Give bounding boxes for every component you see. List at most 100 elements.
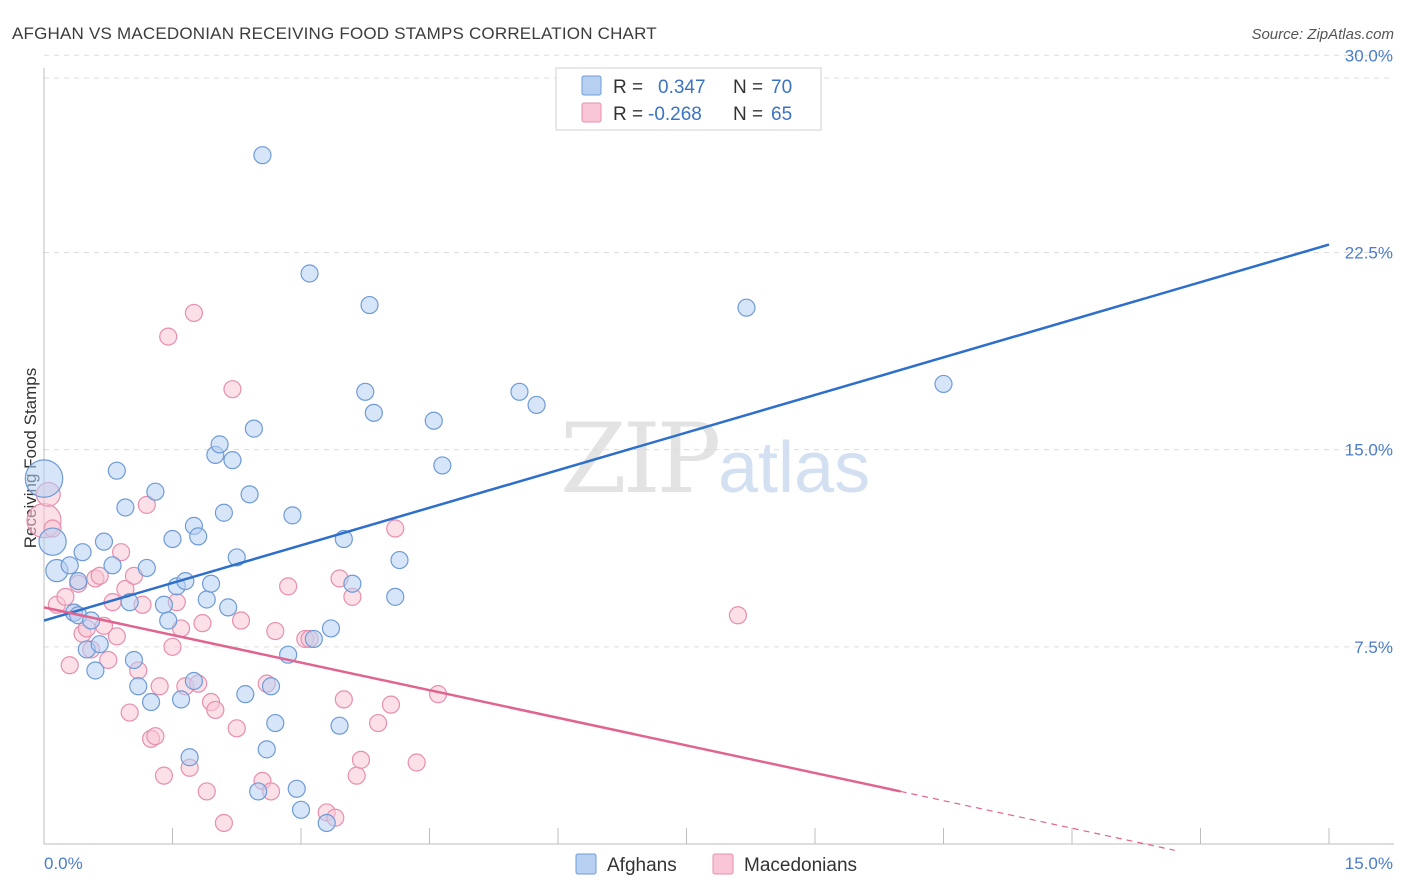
data-point [107, 627, 126, 646]
data-point [737, 298, 756, 317]
data-point [184, 303, 204, 323]
data-point [137, 495, 156, 514]
data-point [146, 482, 165, 501]
data-point [321, 619, 341, 638]
data-point [163, 529, 182, 549]
data-point [60, 556, 79, 575]
data-point [253, 146, 272, 165]
data-point [146, 727, 165, 746]
y-tick-label: 22.5% [1345, 243, 1393, 262]
data-point [184, 671, 204, 691]
data-point [347, 766, 366, 785]
data-point [141, 692, 161, 712]
data-point [386, 519, 405, 538]
data-point [287, 779, 306, 798]
legend-r-label: R = [613, 77, 643, 98]
data-point [150, 677, 169, 696]
data-point [249, 782, 268, 801]
data-point [90, 635, 109, 654]
data-point [214, 503, 233, 522]
data-point [934, 374, 953, 394]
data-point [201, 574, 221, 593]
data-point [137, 558, 156, 578]
trend-line-afghans [43, 243, 1330, 622]
data-point [159, 611, 178, 630]
legend-swatch-afghans [581, 75, 602, 96]
data-point [24, 459, 64, 498]
data-point [334, 690, 353, 709]
data-point [73, 543, 92, 562]
data-point [381, 695, 401, 714]
data-point [279, 577, 298, 596]
data-point [189, 527, 208, 546]
data-point [90, 566, 109, 585]
data-point [407, 753, 426, 772]
bottom-legend-swatch-macedonians [712, 853, 734, 875]
data-point [223, 380, 242, 399]
data-point [210, 435, 229, 454]
legend-r-value-afghans: 0.347 [658, 77, 706, 98]
data-point [231, 611, 251, 630]
afghans-points [24, 146, 953, 833]
data-point [227, 719, 246, 738]
legend-swatch-macedonians [581, 102, 602, 123]
data-point [107, 461, 126, 480]
data-point [103, 556, 122, 575]
data-point [124, 650, 144, 670]
data-point [291, 800, 311, 819]
data-point [197, 782, 216, 801]
y-axis-label: Receiving Food Stamps [21, 368, 40, 548]
data-point [99, 650, 118, 670]
data-point [300, 264, 319, 283]
bottom-legend-label-macedonians: Macedonians [744, 855, 857, 876]
data-point [304, 629, 323, 649]
data-point [317, 813, 336, 833]
data-point [360, 295, 379, 315]
data-point [728, 606, 748, 625]
y-tick-label: 7.5% [1354, 638, 1393, 657]
data-point [219, 598, 238, 617]
data-point [364, 403, 383, 422]
data-point [116, 498, 135, 517]
bottom-legend-label-afghans: Afghans [607, 855, 677, 876]
chart-source: Source: ZipAtlas.com [1251, 26, 1394, 43]
data-point [257, 740, 276, 759]
y-tick-label: 15.0% [1345, 441, 1393, 460]
data-point [154, 595, 174, 614]
data-point [82, 611, 101, 630]
data-point [180, 748, 199, 767]
data-point [206, 700, 225, 720]
data-point [94, 532, 114, 551]
data-point [266, 713, 285, 733]
data-point [330, 716, 349, 735]
legend-n-value-afghans: 70 [771, 77, 792, 98]
legend-r-label: R = [613, 104, 643, 125]
x-tick-label-end: 15.0% [1345, 854, 1393, 873]
trend-line-macedonians [43, 606, 901, 793]
trend-line-macedonians-extrapolated [900, 790, 1175, 851]
watermark-atlas: atlas [718, 428, 870, 508]
watermark-zip: ZIP [560, 403, 719, 515]
grid [44, 54, 1394, 648]
data-point [527, 395, 546, 415]
data-point [129, 677, 148, 696]
legend-n-value-macedonians: 65 [771, 104, 792, 125]
data-point [424, 411, 443, 430]
macedonians-points [26, 303, 748, 833]
legend-r-value-macedonians: -0.268 [648, 104, 702, 125]
data-point [261, 677, 281, 696]
data-point [240, 485, 259, 504]
data-point [433, 456, 452, 475]
y-tick-label: 30.0% [1345, 46, 1393, 65]
data-point [369, 713, 388, 733]
data-point [60, 656, 79, 675]
data-point [163, 637, 182, 656]
legend-n-label: N = [733, 104, 763, 125]
data-point [214, 813, 233, 833]
data-point [236, 685, 255, 704]
watermark: ZIP atlas [560, 403, 870, 515]
data-point [86, 661, 105, 680]
data-point [197, 590, 216, 609]
data-point [120, 703, 139, 722]
data-point [171, 690, 191, 709]
